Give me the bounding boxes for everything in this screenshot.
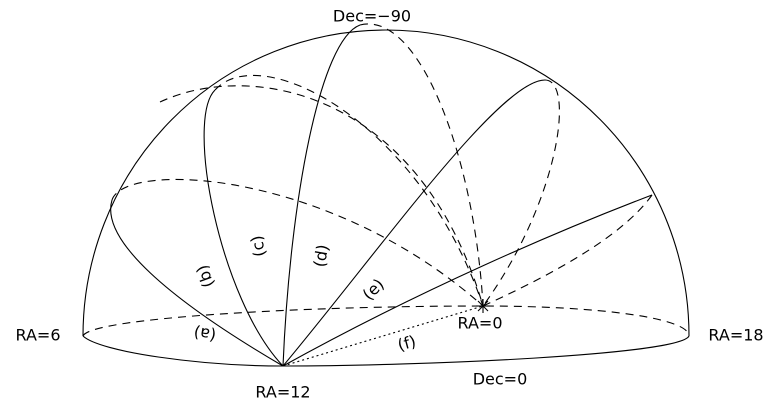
circle-e-back — [482, 79, 560, 307]
dotted-line — [282, 305, 484, 367]
circle-label: (c) — [247, 234, 269, 258]
circle-b-back — [111, 178, 484, 307]
top-label: Dec=−90 — [333, 7, 411, 26]
right-label: RA=18 — [708, 326, 763, 345]
circle-label: (f) — [396, 332, 418, 355]
circle-label: (d) — [310, 243, 333, 269]
bottom-label: RA=12 — [255, 383, 310, 402]
circle-d-front — [282, 24, 361, 367]
left-label: RA=6 — [16, 326, 61, 345]
circle-label: (b) — [192, 262, 218, 290]
back-arc — [159, 85, 484, 307]
circle-f-back — [482, 194, 653, 307]
circle-f-front — [282, 194, 653, 367]
dome-outline — [82, 29, 690, 337]
center-star — [476, 299, 490, 313]
circle-d-back — [359, 23, 484, 307]
circle-label: (e) — [359, 275, 388, 304]
circle-b-front — [110, 199, 284, 367]
circle-e-front — [282, 79, 546, 367]
equator-label: Dec=0 — [473, 370, 528, 389]
circle-c-front — [203, 89, 284, 367]
circle-label: (a) — [192, 323, 217, 346]
base-front — [82, 335, 690, 367]
base-back — [82, 305, 690, 337]
center-label: RA=0 — [458, 314, 503, 333]
circle-c-back — [214, 74, 484, 307]
